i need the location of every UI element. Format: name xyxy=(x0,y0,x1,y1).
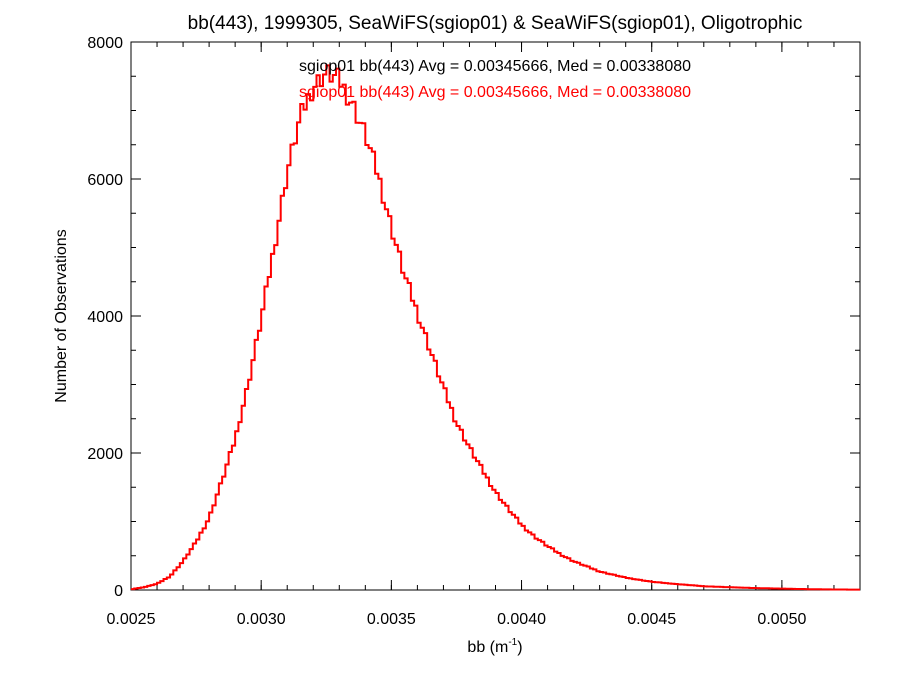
x-axis-label: bb (m-1) xyxy=(467,637,522,656)
y-tick-label: 2000 xyxy=(87,446,123,463)
x-axis-label-close: ) xyxy=(517,639,522,656)
y-tick-label: 6000 xyxy=(87,172,123,189)
x-tick-label: 0.0045 xyxy=(627,611,676,628)
x-tick-label: 0.0030 xyxy=(237,611,286,628)
y-axis-ticks: 0 2000 4000 6000 8000 xyxy=(87,35,860,600)
y-tick-label: 0 xyxy=(114,583,123,600)
x-axis-ticks: 0.0025 0.0030 0.0035 0.0040 0.0045 0.0050 xyxy=(107,42,861,628)
y-tick-label: 8000 xyxy=(87,35,123,52)
x-tick-label: 0.0050 xyxy=(757,611,806,628)
chart-title: bb(443), 1999305, SeaWiFS(sgiop01) & Sea… xyxy=(188,13,803,34)
series-layer xyxy=(131,64,860,591)
annotation-red: sgiop01 bb(443) Avg = 0.00345666, Med = … xyxy=(299,84,691,101)
x-tick-label: 0.0040 xyxy=(497,611,546,628)
x-tick-label: 0.0025 xyxy=(107,611,156,628)
y-axis-label: Number of Observations xyxy=(53,229,70,402)
series-0-histogram-line xyxy=(131,64,860,591)
x-axis-label-main: bb (m xyxy=(467,639,508,656)
y-tick-label: 4000 xyxy=(87,309,123,326)
x-axis-label-superscript: -1 xyxy=(508,637,517,648)
annotation-black: sgiop01 bb(443) Avg = 0.00345666, Med = … xyxy=(299,58,691,75)
x-tick-label: 0.0035 xyxy=(367,611,416,628)
